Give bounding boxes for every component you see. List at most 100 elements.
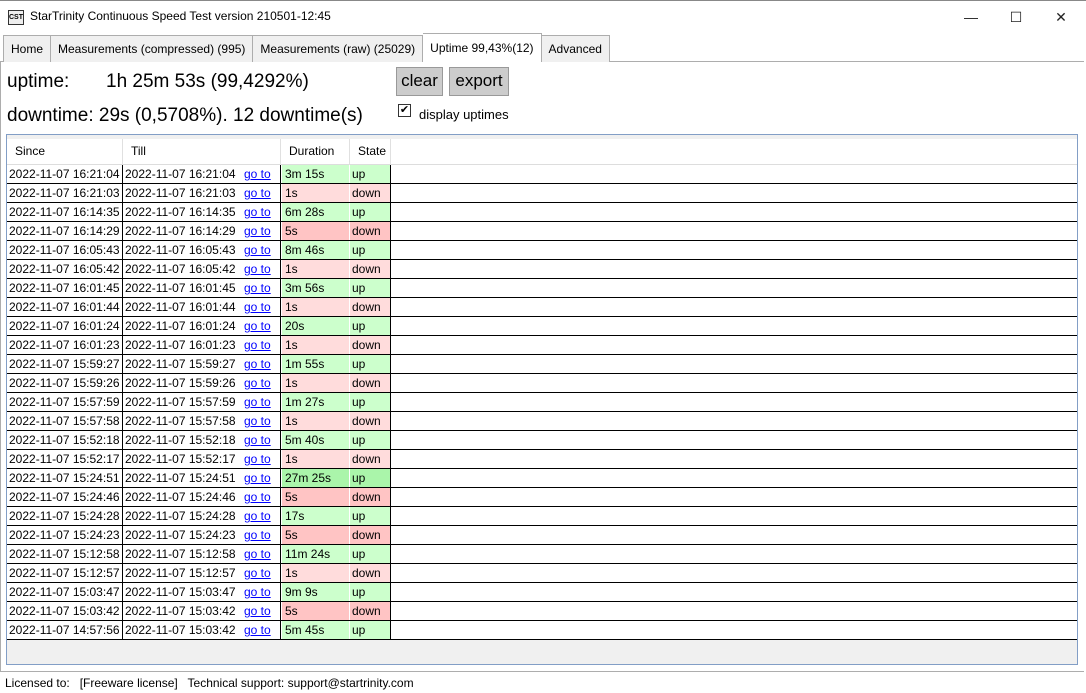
maximize-button[interactable]: ☐ <box>1009 9 1023 25</box>
duration-cell: 1m 27s <box>282 393 350 411</box>
go-to-link[interactable]: go to <box>244 395 271 409</box>
tab-advanced[interactable]: Advanced <box>541 35 610 62</box>
table-body: 2022-11-07 16:21:04 2022-11-07 16:21:04 go… <box>7 165 1077 640</box>
go-to-link[interactable]: go to <box>244 433 271 447</box>
column-header-state[interactable]: State <box>350 139 391 165</box>
table-row: 2022-11-07 15:24:23 2022-11-07 15:24:23 go… <box>7 526 1077 545</box>
state-cell: up <box>350 279 391 297</box>
go-to-link[interactable]: go to <box>244 566 271 580</box>
duration-cell: 5s <box>282 526 350 544</box>
export-button[interactable]: export <box>449 67 509 96</box>
close-button[interactable]: ✕ <box>1055 9 1067 25</box>
title-bar: CST StarTrinity Continuous Speed Test ve… <box>0 0 1086 32</box>
display-uptimes-checkbox[interactable]: ✔ <box>398 104 411 117</box>
tab-bar: Home Measurements (compressed) (995) Mea… <box>3 33 610 62</box>
duration-cell: 5m 45s <box>282 621 350 639</box>
go-to-link[interactable]: go to <box>244 319 271 333</box>
since-cell: 2022-11-07 15:52:18 <box>7 431 123 449</box>
window-title: StarTrinity Continuous Speed Test versio… <box>30 9 331 23</box>
minimize-button[interactable]: — <box>964 9 978 25</box>
column-header-duration[interactable]: Duration <box>281 139 350 165</box>
duration-cell: 1s <box>282 184 350 202</box>
table-row: 2022-11-07 15:24:46 2022-11-07 15:24:46 go… <box>7 488 1077 507</box>
state-cell: down <box>350 184 391 202</box>
till-value: 2022-11-07 16:21:04 <box>125 167 236 181</box>
tab-home[interactable]: Home <box>3 35 52 62</box>
duration-cell: 1s <box>282 374 350 392</box>
till-cell: 2022-11-07 15:24:51 go to <box>123 469 281 487</box>
go-to-link[interactable]: go to <box>244 281 271 295</box>
go-to-link[interactable]: go to <box>244 224 271 238</box>
go-to-link[interactable]: go to <box>244 300 271 314</box>
since-cell: 2022-11-07 14:57:56 <box>7 621 123 639</box>
go-to-link[interactable]: go to <box>244 547 271 561</box>
till-cell: 2022-11-07 15:03:42 go to <box>123 621 281 639</box>
go-to-link[interactable]: go to <box>244 376 271 390</box>
go-to-link[interactable]: go to <box>244 243 271 257</box>
since-cell: 2022-11-07 15:52:17 <box>7 450 123 468</box>
table-row: 2022-11-07 15:52:17 2022-11-07 15:52:17 go… <box>7 450 1077 469</box>
go-to-link[interactable]: go to <box>244 528 271 542</box>
state-cell: up <box>350 469 391 487</box>
table-row: 2022-11-07 16:05:42 2022-11-07 16:05:42 go… <box>7 260 1077 279</box>
go-to-link[interactable]: go to <box>244 585 271 599</box>
column-header-till[interactable]: Till <box>123 139 281 165</box>
go-to-link[interactable]: go to <box>244 452 271 466</box>
since-cell: 2022-11-07 15:24:23 <box>7 526 123 544</box>
table-row: 2022-11-07 16:21:03 2022-11-07 16:21:03 go… <box>7 184 1077 203</box>
tab-uptime[interactable]: Uptime 99,43%(12) <box>423 33 542 62</box>
go-to-link[interactable]: go to <box>244 490 271 504</box>
go-to-link[interactable]: go to <box>244 623 271 637</box>
till-value: 2022-11-07 15:57:59 <box>125 395 236 409</box>
since-cell: 2022-11-07 16:14:35 <box>7 203 123 221</box>
table-row: 2022-11-07 16:14:35 2022-11-07 16:14:35 go… <box>7 203 1077 222</box>
go-to-link[interactable]: go to <box>244 471 271 485</box>
duration-cell: 1s <box>282 450 350 468</box>
display-uptimes-label: display uptimes <box>419 107 509 122</box>
go-to-link[interactable]: go to <box>244 262 271 276</box>
table-row: 2022-11-07 15:24:28 2022-11-07 15:24:28 go… <box>7 507 1077 526</box>
till-value: 2022-11-07 16:14:29 <box>125 224 236 238</box>
till-cell: 2022-11-07 15:03:42 go to <box>123 602 281 620</box>
till-cell: 2022-11-07 15:57:59 go to <box>123 393 281 411</box>
since-cell: 2022-11-07 16:01:23 <box>7 336 123 354</box>
till-cell: 2022-11-07 15:24:23 go to <box>123 526 281 544</box>
till-cell: 2022-11-07 16:01:23 go to <box>123 336 281 354</box>
downtime-summary: downtime: 29s (0,5708%). 12 downtime(s) <box>7 105 363 126</box>
till-cell: 2022-11-07 15:24:46 go to <box>123 488 281 506</box>
table-row: 2022-11-07 15:12:58 2022-11-07 15:12:58 go… <box>7 545 1077 564</box>
till-cell: 2022-11-07 16:01:44 go to <box>123 298 281 316</box>
till-cell: 2022-11-07 15:52:18 go to <box>123 431 281 449</box>
duration-cell: 1m 55s <box>282 355 350 373</box>
go-to-link[interactable]: go to <box>244 167 271 181</box>
table-row: 2022-11-07 15:57:58 2022-11-07 15:57:58 go… <box>7 412 1077 431</box>
since-cell: 2022-11-07 15:03:42 <box>7 602 123 620</box>
till-value: 2022-11-07 15:57:58 <box>125 414 236 428</box>
since-cell: 2022-11-07 16:01:24 <box>7 317 123 335</box>
till-value: 2022-11-07 15:12:58 <box>125 547 236 561</box>
column-header-since[interactable]: Since <box>7 139 123 165</box>
since-cell: 2022-11-07 16:05:43 <box>7 241 123 259</box>
clear-button[interactable]: clear <box>396 67 443 96</box>
state-cell: down <box>350 488 391 506</box>
go-to-link[interactable]: go to <box>244 186 271 200</box>
tab-measurements-raw[interactable]: Measurements (raw) (25029) <box>253 35 424 62</box>
uptime-label: uptime: <box>7 71 70 92</box>
table-row: 2022-11-07 15:57:59 2022-11-07 15:57:59 go… <box>7 393 1077 412</box>
go-to-link[interactable]: go to <box>244 338 271 352</box>
go-to-link[interactable]: go to <box>244 604 271 618</box>
go-to-link[interactable]: go to <box>244 414 271 428</box>
state-cell: down <box>350 450 391 468</box>
tab-measurements-compressed[interactable]: Measurements (compressed) (995) <box>51 35 254 62</box>
till-cell: 2022-11-07 16:05:43 go to <box>123 241 281 259</box>
till-cell: 2022-11-07 16:21:03 go to <box>123 184 281 202</box>
state-cell: up <box>350 241 391 259</box>
table-row: 2022-11-07 16:01:45 2022-11-07 16:01:45 go… <box>7 279 1077 298</box>
go-to-link[interactable]: go to <box>244 509 271 523</box>
go-to-link[interactable]: go to <box>244 205 271 219</box>
till-cell: 2022-11-07 15:12:57 go to <box>123 564 281 582</box>
till-value: 2022-11-07 15:24:28 <box>125 509 236 523</box>
since-cell: 2022-11-07 16:05:42 <box>7 260 123 278</box>
state-cell: down <box>350 602 391 620</box>
go-to-link[interactable]: go to <box>244 357 271 371</box>
